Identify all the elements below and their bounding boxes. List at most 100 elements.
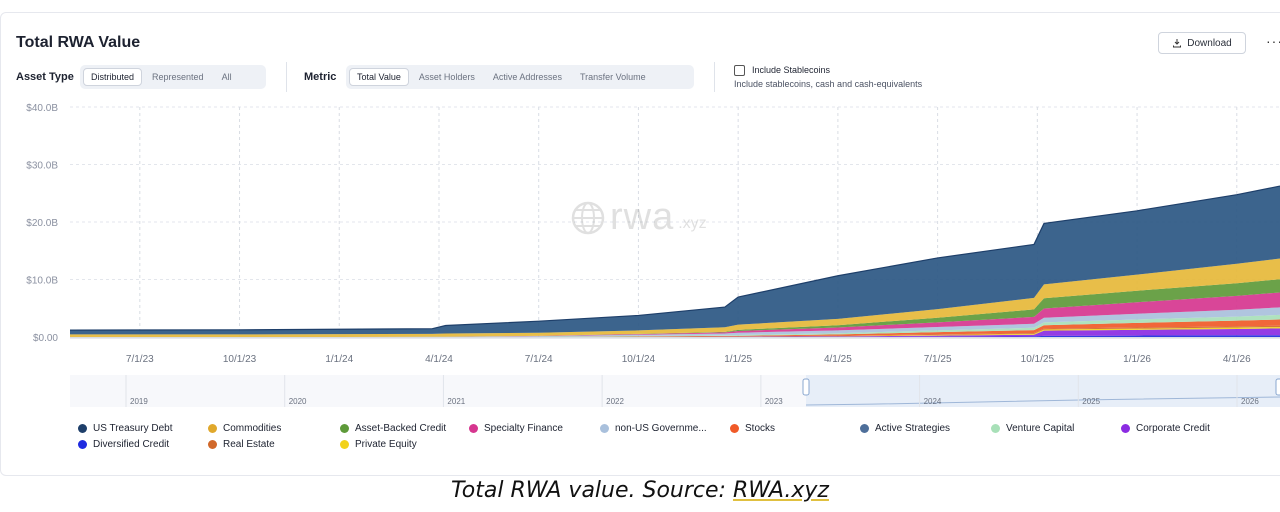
legend-label: Asset-Backed Credit [355, 423, 447, 434]
navigator-year-label: 2019 [130, 397, 148, 406]
series-us-treasury-debt [70, 186, 1280, 335]
rwa-watermark: rwa .xyz [570, 196, 707, 239]
legend-item[interactable]: Diversified Credit [78, 439, 169, 450]
asset-type-distributed[interactable]: Distributed [83, 68, 143, 86]
legend-swatch [860, 424, 869, 433]
y-tick-label: $20.0B [26, 218, 58, 229]
download-label: Download [1187, 37, 1232, 49]
legend-item[interactable]: non-US Governme... [600, 423, 707, 434]
legend-item[interactable]: US Treasury Debt [78, 423, 172, 434]
area-chart: $0.00 $10.0B $20.0B $30.0B $40.0B 7/1/23 10/1… [26, 103, 1280, 407]
legend-label: Real Estate [223, 439, 275, 450]
x-tick-label: 4/1/25 [824, 354, 852, 365]
y-axis: $0.00 $10.0B $20.0B $30.0B $40.0B [26, 103, 58, 344]
legend-label: Active Strategies [875, 423, 951, 434]
navigator-year-label: 2024 [924, 397, 942, 406]
legend-item[interactable]: Asset-Backed Credit [340, 423, 446, 434]
chart-areas [69, 185, 1280, 337]
navigator-handle-right [1275, 378, 1280, 396]
metric-label: Metric [304, 71, 337, 83]
x-tick-label: 10/1/25 [1021, 354, 1055, 365]
legend-swatch [340, 424, 349, 433]
series-non-us-government-debt [70, 307, 1280, 337]
series-venture-capital [70, 314, 1280, 337]
legend-item[interactable]: Corporate Credit [1121, 423, 1210, 434]
y-tick-label: $0.00 [33, 333, 58, 344]
legend-swatch [600, 424, 609, 433]
legend-item[interactable]: Specialty Finance [469, 423, 563, 434]
download-button[interactable]: Download [1158, 32, 1246, 54]
legend-swatch [340, 440, 349, 449]
asset-type-all[interactable]: All [221, 72, 232, 82]
download-icon [1173, 39, 1182, 48]
watermark-main: rwa [610, 196, 675, 238]
caption-text: Total RWA value. Source: [451, 478, 733, 503]
asset-type-toggle: Distributed Represented All [80, 65, 266, 89]
total-outline [69, 185, 1280, 331]
legend-label: non-US Governme... [615, 423, 707, 434]
legend-item[interactable]: Venture Capital [991, 423, 1074, 434]
navigator-line [805, 396, 1280, 406]
x-tick-label: 1/1/25 [724, 354, 752, 365]
y-tick-label: $30.0B [26, 161, 58, 172]
y-tick-label: $40.0B [26, 103, 58, 114]
legend-label: Commodities [223, 423, 282, 434]
asset-type-represented[interactable]: Represented [152, 72, 204, 82]
x-tick-label: 1/1/26 [1123, 354, 1151, 365]
x-tick-label: 7/1/25 [924, 354, 952, 365]
navigator-year-label: 2020 [289, 397, 307, 406]
series-commodities [70, 258, 1280, 337]
legend-label: Private Equity [355, 439, 417, 450]
series-specialty-finance [70, 292, 1280, 337]
legend-item[interactable]: Stocks [730, 423, 775, 434]
range-navigator: 2019 2020 2021 2022 2023 2024 2025 2026 [70, 375, 1280, 407]
chart-legend: US Treasury Debt Commodities Asset-Backed … [78, 423, 1278, 457]
series-diversified-credit [70, 335, 1280, 337]
asset-type-label: Asset Type [16, 71, 74, 83]
legend-swatch [730, 424, 739, 433]
navigator-handle-left [802, 378, 810, 396]
navigator-year-label: 2023 [765, 397, 783, 406]
legend-swatch [208, 440, 217, 449]
navigator-year-label: 2021 [447, 397, 465, 406]
legend-swatch [208, 424, 217, 433]
legend-swatch [991, 424, 1000, 433]
legend-item[interactable]: Commodities [208, 423, 281, 434]
metric-active-addresses[interactable]: Active Addresses [492, 72, 562, 82]
more-options-icon[interactable]: ··· [1266, 33, 1280, 49]
legend-label: Venture Capital [1006, 423, 1075, 434]
watermark-suffix: .xyz [678, 214, 707, 232]
series-asset-backed-credit [70, 279, 1280, 337]
metric-transfer-volume[interactable]: Transfer Volume [579, 72, 646, 82]
x-tick-label: 10/1/24 [622, 354, 656, 365]
x-tick-label: 1/1/24 [325, 354, 353, 365]
x-tick-label: 7/1/24 [525, 354, 553, 365]
include-stablecoins-description: Include stablecoins, cash and cash-equiv… [734, 79, 923, 89]
divider [286, 62, 287, 92]
legend-label: Corporate Credit [1136, 423, 1210, 434]
legend-swatch [1121, 424, 1130, 433]
legend-swatch [469, 424, 478, 433]
legend-label: US Treasury Debt [93, 423, 173, 434]
legend-item[interactable]: Active Strategies [860, 423, 950, 434]
caption-source-link[interactable]: RWA.xyz [732, 478, 829, 503]
metric-total-value[interactable]: Total Value [349, 68, 409, 86]
chart-title: Total RWA Value [16, 34, 141, 51]
x-axis: 7/1/23 10/1/23 1/1/24 4/1/24 7/1/24 10/1/24 1/… [70, 337, 1280, 365]
legend-label: Stocks [745, 423, 776, 434]
navigator-year-label: 2026 [1241, 397, 1259, 406]
legend-swatch [78, 424, 87, 433]
series-stocks [70, 319, 1280, 337]
figure-caption: Total RWA value. Source: RWA.xyz [0, 478, 1280, 503]
x-tick-label: 4/1/26 [1223, 354, 1251, 365]
legend-label: Specialty Finance [484, 423, 563, 434]
legend-item[interactable]: Private Equity [340, 439, 417, 450]
include-stablecoins-checkbox[interactable] [734, 65, 745, 76]
legend-item[interactable]: Real Estate [208, 439, 275, 450]
metric-asset-holders[interactable]: Asset Holders [418, 72, 475, 82]
globe-icon [571, 201, 605, 234]
legend-swatch [78, 440, 87, 449]
series-real-estate [70, 325, 1280, 337]
legend-label: Diversified Credit [93, 439, 170, 450]
x-tick-label: 10/1/23 [223, 354, 257, 365]
